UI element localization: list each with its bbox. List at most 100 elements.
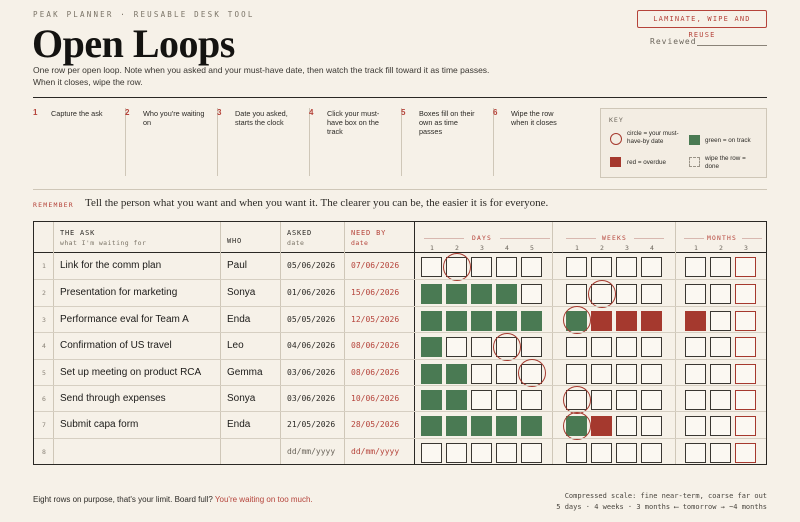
track-box[interactable] [641,337,662,358]
track-box[interactable] [616,442,637,463]
track-box[interactable] [641,310,662,331]
track-box[interactable] [710,363,731,384]
track-box[interactable] [735,363,756,384]
track-box[interactable] [446,416,467,437]
need-by-date-cell[interactable]: 07/06/2026 [351,261,400,270]
track-box[interactable] [471,337,492,358]
need-by-date-cell[interactable]: 08/06/2026 [351,341,400,351]
track-box[interactable] [710,416,731,437]
track-box[interactable] [566,284,587,305]
need-by-date-cell[interactable]: dd/mm/yyyy [351,446,400,456]
track-box[interactable] [496,284,517,305]
track-box[interactable] [616,257,637,277]
track-box[interactable] [446,337,467,358]
track-box[interactable] [641,257,662,277]
need-by-date-cell[interactable]: 08/06/2026 [351,367,400,377]
track-box[interactable] [685,416,706,437]
need-by-date-cell[interactable]: 28/05/2026 [351,420,400,430]
asked-date-cell[interactable]: 05/06/2026 [287,261,336,270]
who-cell[interactable]: Paul [227,260,248,271]
asked-date-cell[interactable]: 05/05/2026 [287,314,336,324]
track-box[interactable] [521,442,542,463]
track-box[interactable] [421,337,442,358]
asked-date-cell[interactable]: 04/06/2026 [287,341,336,351]
track-box[interactable] [446,310,467,331]
track-box[interactable] [471,257,492,277]
track-box[interactable] [685,390,706,410]
track-box[interactable] [685,310,706,331]
track-box[interactable] [421,284,442,305]
track-box[interactable] [421,257,442,277]
track-box[interactable] [421,363,442,384]
track-box[interactable] [685,363,706,384]
track-box[interactable] [446,284,467,305]
ask-cell[interactable]: Submit capa form [60,419,139,431]
track-box[interactable] [421,442,442,463]
track-box[interactable] [735,257,756,277]
need-by-date-cell[interactable]: 12/05/2026 [351,314,400,324]
track-box[interactable] [446,442,467,463]
track-box[interactable] [710,284,731,305]
asked-date-cell[interactable]: dd/mm/yyyy [287,446,336,456]
track-box[interactable] [591,442,612,463]
who-cell[interactable]: Enda [227,419,251,431]
track-box[interactable] [471,390,492,410]
track-box[interactable] [685,257,706,277]
track-box[interactable] [566,257,587,277]
track-box[interactable] [521,257,542,277]
track-box[interactable] [735,310,756,331]
track-box[interactable] [685,337,706,358]
ask-cell[interactable]: Presentation for marketing [60,287,178,299]
asked-date-cell[interactable]: 01/06/2026 [287,288,336,298]
track-box[interactable] [710,442,731,463]
track-box[interactable] [591,257,612,277]
ask-cell[interactable]: Send through expenses [60,393,166,404]
track-box[interactable] [566,363,587,384]
track-box[interactable] [710,310,731,331]
track-box[interactable] [685,442,706,463]
track-box[interactable] [710,390,731,410]
who-cell[interactable]: Sonya [227,393,256,404]
track-box[interactable] [471,416,492,437]
who-cell[interactable]: Enda [227,313,251,325]
track-box[interactable] [521,284,542,305]
track-box[interactable] [421,416,442,437]
track-box[interactable] [735,390,756,410]
who-cell[interactable]: Leo [227,340,244,352]
track-box[interactable] [641,284,662,305]
track-box[interactable] [616,363,637,384]
ask-cell[interactable]: Performance eval for Team A [60,313,189,325]
track-box[interactable] [521,310,542,331]
track-box[interactable] [521,337,542,358]
track-box[interactable] [591,390,612,410]
track-box[interactable] [566,442,587,463]
track-box[interactable] [710,257,731,277]
track-box[interactable] [591,416,612,437]
track-box[interactable] [446,363,467,384]
track-box[interactable] [616,337,637,358]
track-box[interactable] [471,363,492,384]
who-cell[interactable]: Gemma [227,366,263,378]
track-box[interactable] [641,363,662,384]
ask-cell[interactable]: Link for the comm plan [60,260,162,271]
track-box[interactable] [685,284,706,305]
track-box[interactable] [591,310,612,331]
track-box[interactable] [616,284,637,305]
track-box[interactable] [591,363,612,384]
track-box[interactable] [496,363,517,384]
ask-cell[interactable]: Set up meeting on product RCA [60,366,202,378]
reviewed-field[interactable] [697,45,767,46]
track-box[interactable] [421,390,442,410]
track-box[interactable] [496,310,517,331]
track-box[interactable] [496,257,517,277]
track-box[interactable] [641,390,662,410]
track-box[interactable] [735,284,756,305]
track-box[interactable] [471,310,492,331]
track-box[interactable] [421,310,442,331]
asked-date-cell[interactable]: 03/06/2026 [287,394,336,403]
ask-cell[interactable]: Confirmation of US travel [60,340,172,352]
who-cell[interactable]: Sonya [227,287,256,299]
track-box[interactable] [616,310,637,331]
track-box[interactable] [616,390,637,410]
track-box[interactable] [641,442,662,463]
